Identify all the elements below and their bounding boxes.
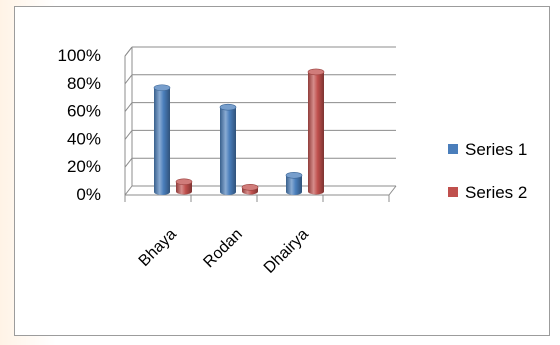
bar: [241, 184, 259, 195]
y-tick-label: 40%: [67, 129, 101, 148]
bar: [219, 103, 237, 195]
gridline-side: [124, 130, 133, 140]
y-tick-label: 20%: [67, 157, 101, 176]
x-tick-label: Rodan: [200, 226, 245, 271]
y-tick-label: 80%: [67, 74, 101, 93]
legend-label: Series 2: [465, 183, 527, 202]
bar: [307, 68, 325, 195]
y-tick-label: 0%: [76, 185, 101, 204]
legend-swatch: [448, 144, 458, 154]
axis-top-edge: [124, 46, 133, 57]
bar: [153, 84, 171, 195]
x-tick-label: Bhaya: [136, 226, 180, 270]
bar: [285, 172, 303, 195]
legend-label: Series 1: [465, 140, 527, 159]
gridline-side: [124, 185, 133, 196]
y-tick-label: 60%: [67, 102, 101, 121]
x-tick-label: Dhairya: [261, 226, 312, 277]
floor-right-edge: [388, 185, 397, 196]
legend-swatch: [448, 187, 458, 197]
chart: 0% 20% 40% 60% 80% 100% Bhaya Rodan Dhairya Serie…: [58, 46, 528, 277]
gridline-side: [124, 74, 133, 85]
gridline-side: [124, 102, 133, 112]
bar: [175, 178, 193, 195]
chart-frame: 0% 20% 40% 60% 80% 100% Bhaya Rodan Dhairya Serie…: [14, 6, 550, 336]
gridline-side: [124, 157, 133, 168]
y-tick-label: 100%: [58, 46, 101, 65]
